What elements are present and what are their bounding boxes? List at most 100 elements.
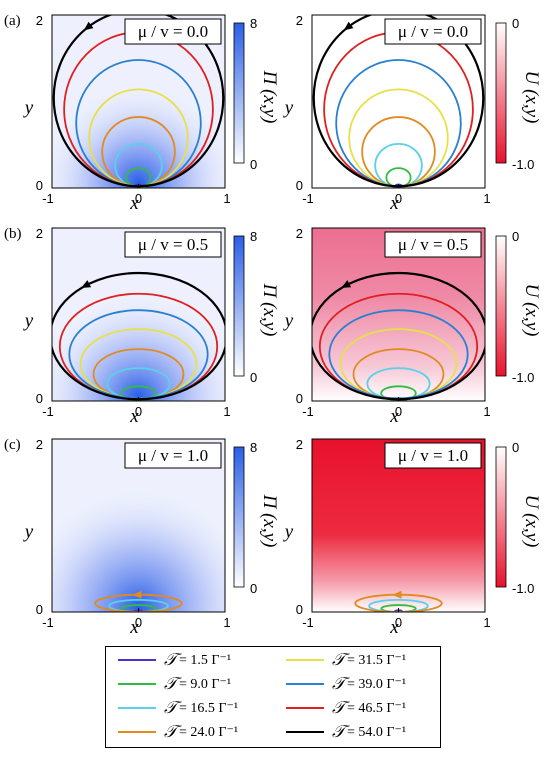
colorbar-max-label: 0 [512,229,519,244]
parameter-label: μ / v = 1.0 [398,446,468,465]
y-tick-label: 0 [296,391,303,406]
x-tick-label: -1 [42,404,54,419]
legend-text: = 16.5 Γ⁻¹ [179,700,239,716]
x-tick-label: -1 [302,191,314,206]
colorbar [233,446,245,588]
y-tick-label: 0 [36,178,43,193]
colorbar [233,22,245,164]
direction-arrow [83,21,94,31]
panel-label: (a) [4,13,21,29]
colorbar-max-label: 8 [250,440,257,455]
legend-text: = 54.0 Γ⁻¹ [347,724,407,740]
y-tick-label: 0 [36,602,43,617]
legend-swatch [286,683,324,685]
contour-T-16.5 [108,598,169,612]
colorbar-label: U (x,y) [521,284,542,337]
y-axis-label: y [283,98,294,119]
colorbar-max-label: 8 [250,16,257,31]
x-axis-label: x [389,617,399,638]
legend-text: = 1.5 Γ⁻¹ [179,652,232,668]
y-tick-label: 2 [36,226,43,241]
direction-arrow [343,21,354,31]
legend-text: = 46.5 Γ⁻¹ [347,700,407,716]
x-axis-label: x [129,193,139,214]
x-tick-label: 0 [135,191,142,206]
y-tick-label: 2 [296,13,303,28]
x-axis-label: x [129,617,139,638]
parameter-box [124,231,222,258]
legend-symbol: 𝒯 [332,722,346,742]
direction-arrow [81,280,92,288]
x-tick-label: 0 [395,615,402,630]
x-tick-label: 1 [223,191,230,206]
legend: 𝒯 = 1.5 Γ⁻¹ 𝒯 = 31.5 Γ⁻¹ 𝒯 = 9.0 Γ⁻¹ 𝒯 = 39.0 Γ… [105,646,441,748]
legend-item: 𝒯 = 39.0 Γ⁻¹ [286,674,407,694]
colorbar-label: Π (x,y) [259,283,280,337]
x-tick-label: -1 [42,191,54,206]
y-tick-label: 0 [296,178,303,193]
x-tick-label: 0 [395,404,402,419]
y-axis-label: y [283,311,294,332]
legend-swatch [286,659,324,661]
legend-swatch [118,683,156,685]
y-tick-label: 0 [296,602,303,617]
y-axis-label: y [23,98,34,119]
x-tick-label: 1 [223,615,230,630]
x-tick-label: -1 [302,404,314,419]
direction-arrow [341,280,352,288]
legend-item: 𝒯 = 1.5 Γ⁻¹ [118,650,232,670]
legend-item: 𝒯 = 46.5 Γ⁻¹ [286,698,407,718]
colorbar-min-label: -1.0 [512,157,534,172]
x-tick-label: 0 [135,615,142,630]
legend-item: 𝒯 = 24.0 Γ⁻¹ [118,722,238,742]
y-axis-label: y [283,522,294,543]
colorbar-label: U (x,y) [521,495,542,548]
x-axis-label: x [389,193,399,214]
colorbar-label: U (x,y) [521,71,542,124]
direction-arrow [132,590,142,599]
x-tick-label: 1 [483,191,490,206]
legend-symbol: 𝒯 [332,698,346,718]
legend-symbol: 𝒯 [332,674,346,694]
y-axis-label: y [23,522,34,543]
colorbar-max-label: 0 [512,16,519,31]
y-tick-label: 2 [296,226,303,241]
x-tick-label: -1 [42,615,54,630]
legend-symbol: 𝒯 [164,674,178,694]
y-axis-label: y [23,311,34,332]
legend-swatch [118,659,156,661]
y-tick-label: 2 [36,13,43,28]
colorbar [495,22,507,164]
legend-symbol: 𝒯 [332,650,346,670]
colorbar-label: Π (x,y) [259,494,280,548]
x-tick-label: 0 [395,191,402,206]
legend-text: = 39.0 Γ⁻¹ [347,676,407,692]
parameter-label: μ / v = 0.5 [138,235,208,254]
legend-item: 𝒯 = 9.0 Γ⁻¹ [118,674,231,694]
parameter-label: μ / v = 0.5 [398,235,468,254]
legend-swatch [286,707,324,709]
colorbar-min-label: 0 [250,581,257,596]
x-axis-label: x [129,406,139,427]
y-tick-label: 0 [36,391,43,406]
parameter-label: μ / v = 0.0 [138,22,208,41]
colorbar-min-label: 0 [250,370,257,385]
colorbar [495,446,507,588]
legend-swatch [118,731,156,733]
x-tick-label: 0 [135,404,142,419]
parameter-box [384,231,482,258]
x-tick-label: 1 [483,404,490,419]
colorbar [495,235,507,377]
colorbar-max-label: 8 [250,229,257,244]
colorbar-label: Π (x,y) [259,70,280,124]
x-tick-label: 1 [223,404,230,419]
legend-item: 𝒯 = 54.0 Γ⁻¹ [286,722,407,742]
parameter-box [124,442,222,469]
